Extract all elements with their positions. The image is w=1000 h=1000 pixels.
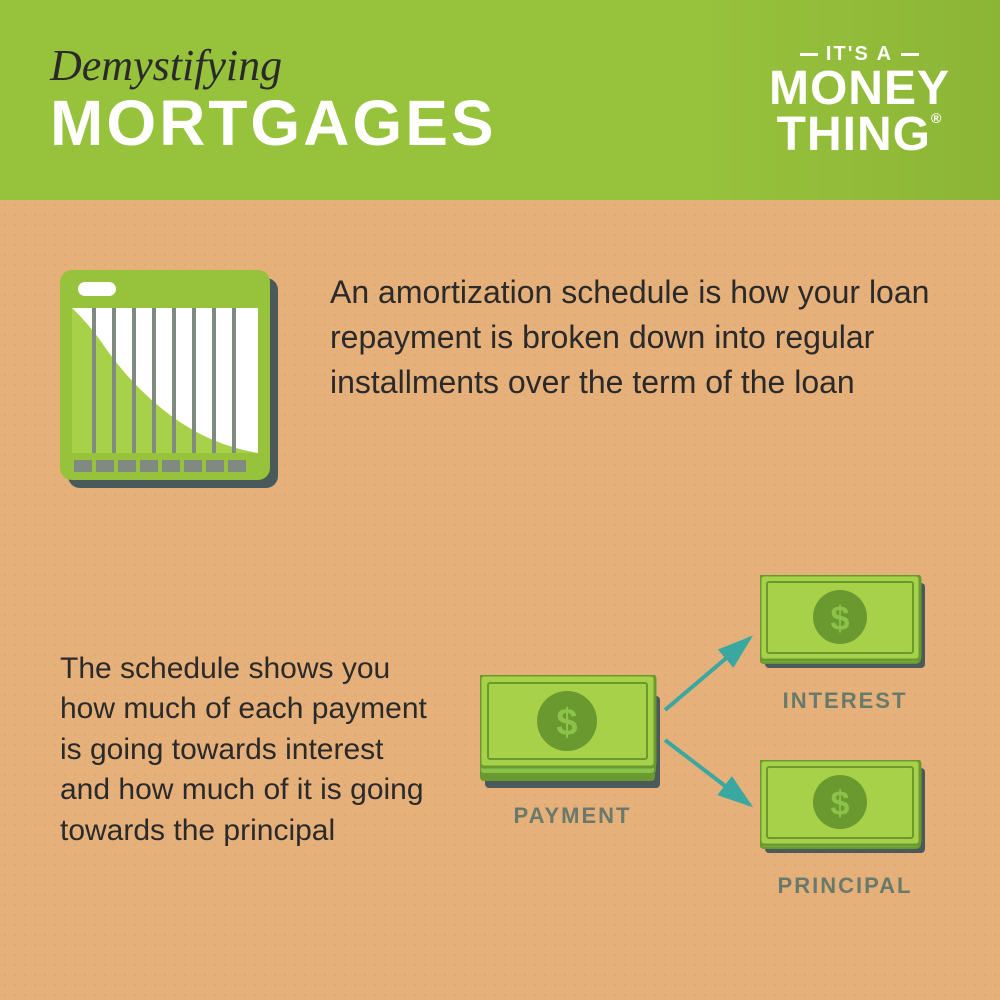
- svg-text:$: $: [831, 600, 850, 638]
- header: Demystifying MORTGAGES IT'S A MONEY THIN…: [0, 0, 1000, 200]
- infographic: Demystifying MORTGAGES IT'S A MONEY THIN…: [0, 0, 1000, 1000]
- money-payment: $ PAYMENT: [480, 675, 665, 829]
- label-principal: PRINCIPAL: [760, 873, 930, 899]
- body: An amortization schedule is how your loa…: [0, 200, 1000, 1000]
- svg-text:$: $: [556, 702, 577, 744]
- calendar-icon: [60, 270, 280, 490]
- section2-text: The schedule shows you how much of each …: [60, 649, 440, 852]
- logo-line1: MONEY: [769, 66, 950, 112]
- section1-text: An amortization schedule is how your loa…: [330, 270, 940, 404]
- svg-text:$: $: [831, 785, 850, 823]
- header-title: Demystifying MORTGAGES: [50, 40, 769, 160]
- money-interest: $ INTEREST: [760, 575, 930, 714]
- label-payment: PAYMENT: [480, 803, 665, 829]
- label-interest: INTEREST: [760, 688, 930, 714]
- title-line1: Demystifying: [50, 40, 769, 91]
- section-2: The schedule shows you how much of each …: [60, 580, 940, 920]
- logo-line2: THING®: [769, 112, 950, 158]
- money-principal: $ PRINCIPAL: [760, 760, 930, 899]
- logo: IT'S A MONEY THING®: [769, 43, 950, 157]
- money-diagram: $ PAYMENT $ INTEREST: [480, 580, 940, 920]
- section-1: An amortization schedule is how your loa…: [60, 270, 940, 490]
- title-line2: MORTGAGES: [50, 86, 769, 160]
